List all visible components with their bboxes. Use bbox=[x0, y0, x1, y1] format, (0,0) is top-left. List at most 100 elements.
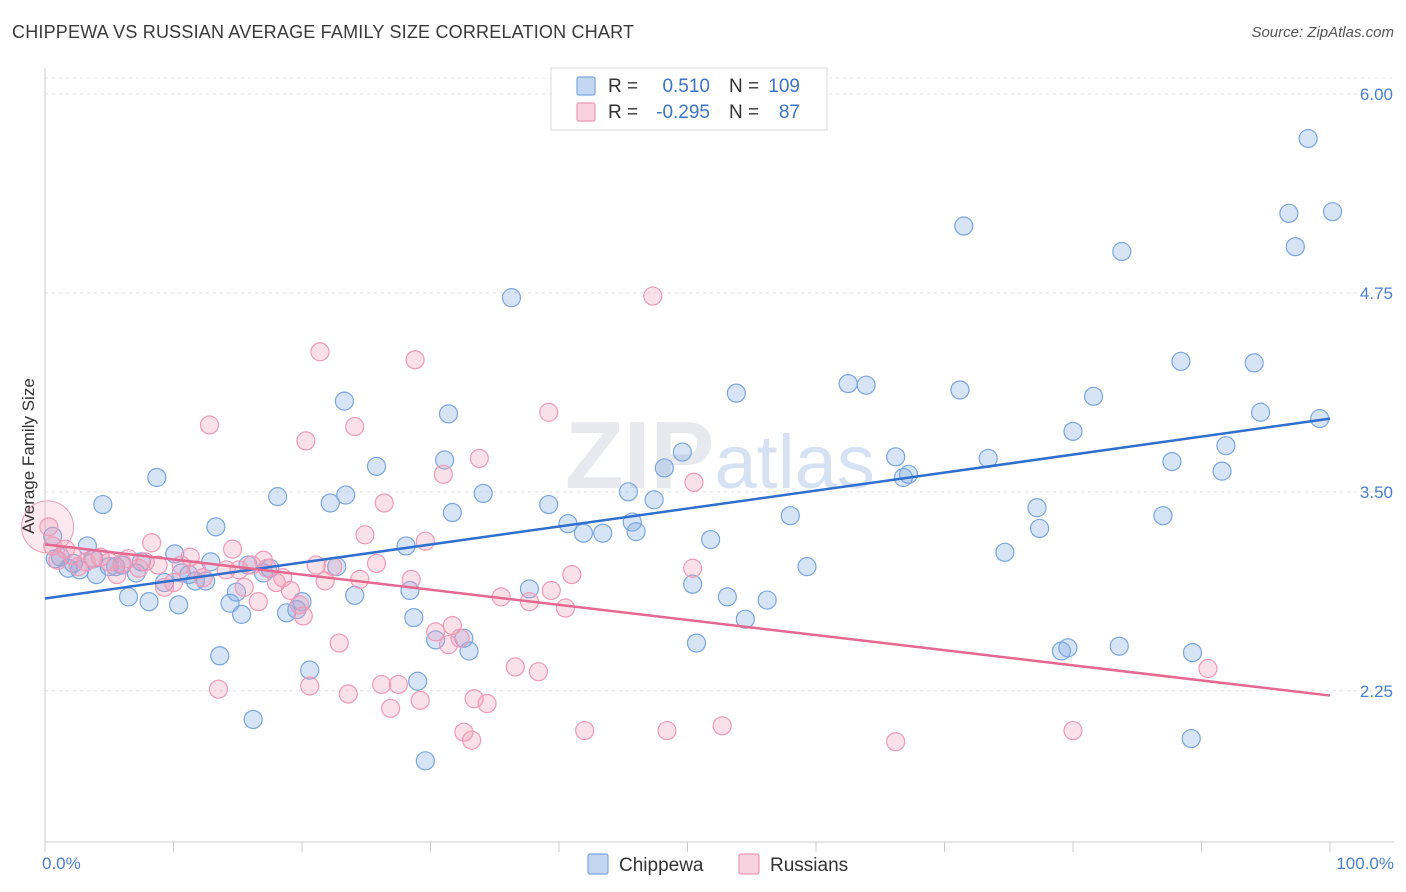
data-point bbox=[450, 628, 470, 648]
data-point bbox=[541, 580, 561, 601]
data-point bbox=[726, 383, 746, 403]
data-point bbox=[280, 580, 301, 601]
stats-n-value: 87 bbox=[779, 102, 800, 123]
data-point bbox=[643, 286, 663, 306]
chart-title: CHIPPEWA VS RUSSIAN AVERAGE FAMILY SIZE … bbox=[12, 22, 635, 42]
data-point bbox=[1109, 636, 1129, 656]
data-point bbox=[169, 595, 189, 615]
data-point bbox=[234, 577, 254, 597]
data-point bbox=[93, 494, 113, 515]
data-point bbox=[1322, 202, 1343, 222]
data-point bbox=[1027, 498, 1047, 518]
data-point bbox=[336, 485, 356, 505]
data-point bbox=[293, 606, 313, 626]
data-point bbox=[248, 592, 268, 612]
data-point bbox=[477, 693, 497, 714]
data-point bbox=[107, 564, 127, 585]
data-point bbox=[404, 607, 424, 628]
data-point bbox=[701, 529, 721, 550]
data-point bbox=[405, 350, 425, 370]
data-point bbox=[206, 517, 226, 537]
data-point bbox=[1251, 402, 1271, 422]
data-point bbox=[995, 542, 1015, 562]
data-point bbox=[886, 732, 906, 752]
data-point bbox=[797, 557, 817, 577]
data-point bbox=[1063, 421, 1083, 441]
data-point bbox=[618, 482, 638, 502]
data-point bbox=[210, 646, 230, 666]
data-point bbox=[415, 531, 435, 551]
data-point bbox=[208, 679, 229, 699]
data-point bbox=[528, 662, 549, 682]
x-tick-label: 100.0% bbox=[1336, 854, 1394, 873]
series-legend: Chippewa Russians bbox=[587, 853, 848, 876]
data-point bbox=[366, 456, 387, 476]
data-point bbox=[683, 574, 703, 594]
data-point bbox=[683, 558, 703, 578]
data-point bbox=[374, 493, 394, 513]
y-tick-label: 6.00 bbox=[1360, 85, 1393, 104]
data-point bbox=[232, 604, 252, 624]
data-point bbox=[575, 720, 595, 741]
axes bbox=[44, 68, 1394, 852]
data-point bbox=[1162, 451, 1182, 472]
data-point bbox=[329, 633, 349, 653]
data-point bbox=[48, 550, 68, 570]
data-point bbox=[345, 585, 365, 605]
data-point bbox=[438, 404, 459, 424]
russians-trend-line bbox=[44, 543, 1331, 697]
data-point bbox=[408, 671, 428, 691]
data-point bbox=[323, 557, 343, 577]
data-point bbox=[187, 560, 207, 580]
data-point bbox=[1153, 506, 1173, 526]
data-point bbox=[372, 674, 392, 695]
data-point bbox=[593, 523, 613, 543]
data-point bbox=[435, 450, 455, 470]
data-point bbox=[415, 751, 435, 771]
data-point bbox=[320, 493, 340, 513]
y-tick-label: 2.25 bbox=[1360, 682, 1393, 701]
data-point bbox=[426, 630, 446, 650]
data-point bbox=[147, 467, 167, 488]
data-point bbox=[780, 506, 800, 526]
trend-lines bbox=[44, 417, 1331, 697]
data-point bbox=[464, 689, 484, 709]
data-point bbox=[410, 690, 430, 710]
data-point bbox=[1171, 351, 1191, 371]
data-point bbox=[473, 483, 493, 504]
data-point bbox=[1182, 642, 1203, 663]
data-point bbox=[1298, 128, 1318, 149]
data-point bbox=[118, 587, 139, 607]
data-point bbox=[388, 674, 408, 695]
stats-r-label: R = bbox=[608, 76, 638, 97]
data-point bbox=[856, 375, 876, 395]
data-point bbox=[757, 590, 777, 610]
data-point bbox=[433, 464, 453, 484]
tick-labels: 2.25 3.50 4.75 6.00 0.0% 100.0% bbox=[42, 85, 1394, 873]
data-point bbox=[954, 216, 974, 236]
watermark: ZIPatlas bbox=[565, 402, 875, 509]
data-point bbox=[672, 442, 692, 462]
data-point bbox=[654, 458, 674, 478]
data-point bbox=[148, 555, 168, 575]
data-point bbox=[684, 472, 704, 492]
data-point bbox=[838, 374, 858, 394]
data-point bbox=[712, 716, 732, 736]
data-point bbox=[501, 288, 522, 308]
data-point bbox=[469, 448, 489, 469]
russians-points bbox=[39, 286, 1218, 752]
data-point bbox=[1112, 241, 1132, 262]
data-point bbox=[1212, 461, 1232, 481]
data-point bbox=[717, 587, 737, 607]
data-point bbox=[539, 494, 559, 515]
data-point bbox=[39, 517, 59, 537]
data-point bbox=[438, 635, 459, 655]
data-point bbox=[350, 569, 370, 589]
data-point bbox=[300, 676, 320, 696]
data-point bbox=[1063, 720, 1083, 741]
data-point bbox=[442, 502, 462, 523]
stats-swatch bbox=[576, 102, 596, 122]
data-point bbox=[1058, 638, 1078, 658]
data-point bbox=[223, 539, 243, 559]
